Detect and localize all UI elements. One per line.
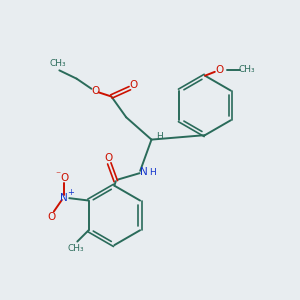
- Text: O: O: [60, 173, 68, 183]
- Text: +: +: [67, 188, 74, 197]
- Text: O: O: [216, 65, 224, 75]
- Text: CH₃: CH₃: [68, 244, 84, 253]
- Text: O: O: [48, 212, 56, 222]
- Text: H: H: [149, 168, 156, 177]
- Text: O: O: [130, 80, 138, 90]
- Text: N: N: [60, 193, 68, 203]
- Text: CH₃: CH₃: [50, 59, 66, 68]
- Text: O: O: [105, 153, 113, 163]
- Text: O: O: [91, 86, 99, 96]
- Text: ⁻: ⁻: [55, 170, 60, 180]
- Text: N: N: [140, 167, 148, 177]
- Text: H: H: [156, 131, 163, 140]
- Text: CH₃: CH₃: [238, 65, 255, 74]
